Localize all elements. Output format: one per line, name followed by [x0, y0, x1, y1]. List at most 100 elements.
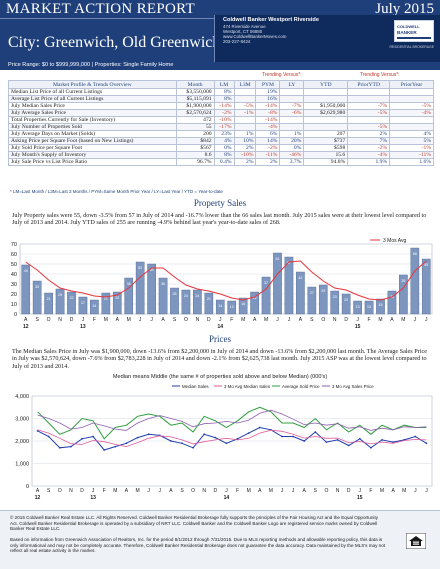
bar-value-label: 33 — [35, 285, 39, 289]
sales-bar — [307, 286, 317, 315]
data-point — [203, 433, 206, 436]
cell-pym: 14% — [255, 137, 281, 145]
row-label: July Number of Properties Sold — [8, 123, 177, 131]
sales-bar — [330, 290, 340, 315]
cell-month: 55 — [175, 123, 215, 131]
x-tick-label: J — [414, 317, 417, 323]
sales-bar — [193, 289, 202, 315]
row-label: Median List Price of all Current Listing… — [8, 88, 177, 96]
market-trends-table: Market Profile & Trends Overview Month LM L… — [8, 80, 434, 166]
x-tick-label: A — [125, 488, 129, 494]
data-point — [81, 437, 83, 440]
sales-bar — [273, 252, 282, 315]
year-label: 12 — [23, 324, 29, 330]
sales-bar — [353, 300, 362, 315]
sales-bar — [318, 284, 328, 315]
table-title-header: Market Profile & Trends Overview — [8, 80, 177, 89]
data-source-text: Based on information from Greenwich Asso… — [10, 537, 386, 554]
city-heading: City: Greenwich, Old Greenwich — [8, 34, 221, 51]
data-point — [425, 442, 428, 445]
cell-prior-year: -4% — [389, 109, 434, 117]
year-label: 15 — [355, 324, 361, 330]
cell-prior-ytd: -5% — [347, 123, 391, 131]
cell-month: $842 — [175, 137, 215, 145]
x-tick-label: M — [113, 488, 117, 494]
logo-bar — [397, 37, 431, 39]
sales-bar — [421, 258, 431, 315]
cell-l3m: 10% — [233, 137, 257, 145]
cell-ly — [279, 95, 305, 103]
cell-prior-ytd: -7% — [347, 102, 391, 110]
table-row: July Month's Supply of Inventory 8.6 8% -10… — [8, 151, 434, 159]
bar-value-label: 13 — [367, 305, 371, 309]
cell-ytd: $737 — [303, 137, 349, 145]
cell-prior-ytd: -2% — [347, 144, 391, 152]
bar-value-label: 15 — [379, 303, 383, 307]
cell-ytd: $598 — [303, 144, 349, 152]
x-tick-label: D — [344, 317, 348, 323]
cell-ly: -7% — [279, 102, 305, 110]
price-range: Price Range: $0 to $999,999,000 | Proper… — [8, 62, 174, 68]
equal-housing-icon — [406, 533, 426, 549]
bar-value-label: 36 — [127, 282, 131, 286]
sales-bar — [261, 276, 271, 315]
bar-value-label: 26 — [173, 292, 177, 296]
data-point — [292, 435, 295, 438]
x-tick-label: J — [276, 317, 279, 323]
sales-bar — [204, 292, 214, 315]
sales-bar — [55, 288, 65, 315]
cell-pym: -4% — [255, 123, 281, 131]
logo-text: COLDWELL — [397, 24, 420, 29]
bar-value-label: 21 — [207, 297, 211, 301]
sales-bar — [135, 261, 145, 315]
bar-value-label: 39 — [401, 279, 405, 283]
table-body: Median List Price of all Current Listing… — [8, 88, 434, 166]
x-tick-label: J — [219, 317, 222, 323]
row-label: Asking Price per Square Foot (based on N… — [8, 137, 177, 145]
bar-value-label: 49 — [24, 269, 28, 273]
title-rule — [0, 18, 214, 19]
office-web[interactable]: www.ColdwellBankerMoves.com — [223, 34, 287, 39]
bar-value-label: 42 — [298, 276, 302, 280]
cell-lm: 0.4% — [213, 158, 235, 166]
x-tick-label: J — [225, 488, 228, 494]
x-tick-label: O — [184, 317, 188, 323]
x-tick-label: N — [58, 317, 62, 323]
cell-month: $2,570,624 — [175, 109, 215, 117]
y-tick-label: 4,000 — [15, 394, 29, 400]
footer: © 2015 Coldwell Banker Real Estate LLC. … — [0, 510, 440, 569]
logo-text: BANKER — [397, 30, 417, 35]
x-tick-label: J — [150, 317, 153, 323]
cell-lm: -2% — [213, 109, 235, 117]
data-point — [192, 446, 195, 449]
x-tick-label: M — [378, 317, 382, 323]
cell-lm: -14% — [213, 102, 235, 110]
cell-ly: -46% — [279, 151, 305, 159]
bar-value-label: 13 — [230, 305, 234, 309]
x-tick-label: J — [92, 488, 95, 494]
data-point — [303, 440, 306, 442]
cell-l3m: -1% — [233, 109, 257, 117]
sales-bar — [399, 274, 408, 315]
x-tick-label: J — [147, 488, 150, 494]
bar-value-label: 55 — [424, 263, 428, 267]
cell-prior-year: 1.6% — [389, 158, 434, 166]
x-tick-label: J — [281, 488, 284, 494]
plot-area — [19, 243, 433, 315]
data-point — [336, 438, 339, 441]
sales-bar — [227, 300, 237, 315]
cell-ly — [279, 116, 305, 124]
x-tick-label: M — [269, 488, 273, 494]
x-tick-label: A — [258, 488, 262, 494]
prices-line-chart: Median means Middle (the same # of prope… — [15, 374, 433, 501]
bar-value-label: 14 — [92, 304, 96, 308]
x-tick-label: D — [80, 488, 84, 494]
x-tick-label: N — [202, 488, 206, 494]
x-tick-label: M — [135, 488, 139, 494]
x-tick-label: A — [299, 317, 303, 323]
cell-lm: 8% — [213, 151, 235, 159]
y-tick-label: 0 — [26, 484, 29, 490]
cell-prior-year — [389, 88, 434, 96]
cell-l3m — [233, 123, 257, 131]
cell-ytd — [303, 88, 349, 96]
